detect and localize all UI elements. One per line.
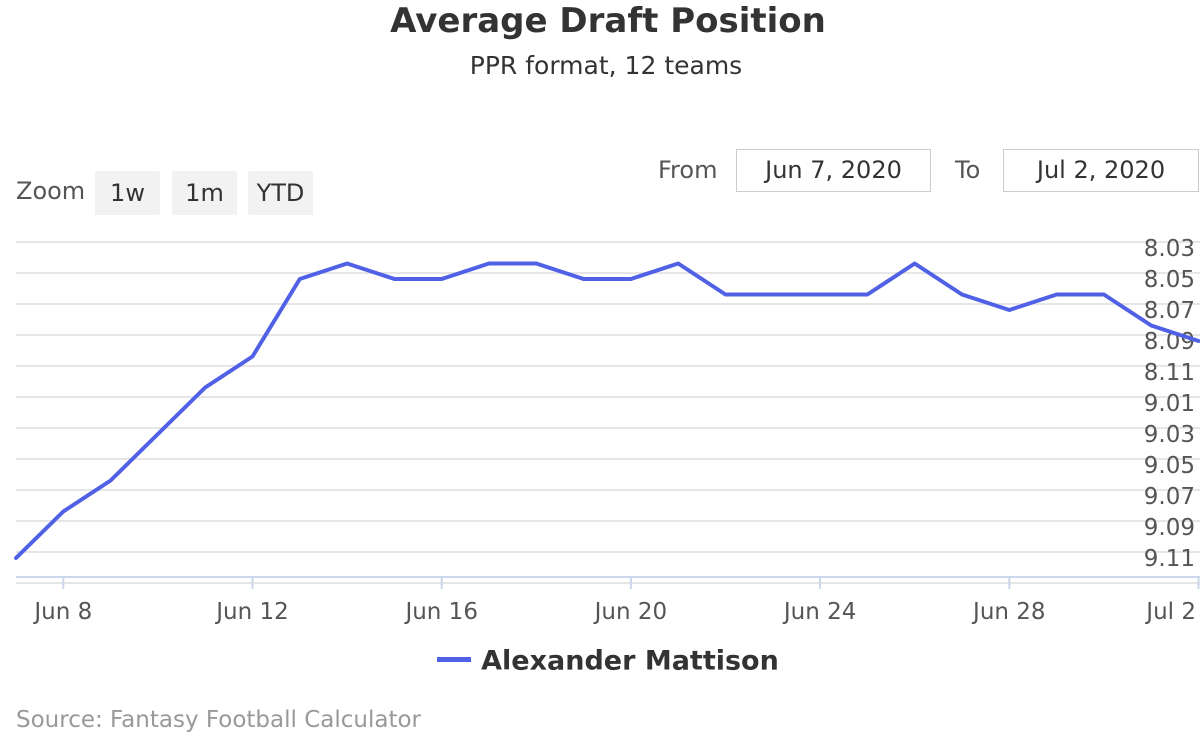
y-tick-label: 9.11 xyxy=(1144,546,1195,572)
to-date-input[interactable]: Jul 2, 2020 xyxy=(1003,149,1199,192)
y-tick-label: 9.03 xyxy=(1144,422,1195,448)
y-tick-label: 8.03 xyxy=(1144,236,1195,262)
x-tick-label: Jul 2 xyxy=(1144,599,1196,625)
chart-title: Average Draft Position xyxy=(390,1,826,41)
y-tick-label: 9.01 xyxy=(1144,391,1195,417)
from-label: From xyxy=(658,156,718,184)
to-label: To xyxy=(955,156,981,184)
zoom-label: Zoom xyxy=(16,177,86,205)
from-date-input[interactable]: Jun 7, 2020 xyxy=(736,149,931,192)
zoom-ytd-button[interactable]: YTD xyxy=(248,171,313,215)
x-tick-label: Jun 12 xyxy=(214,599,289,625)
y-tick-label: 9.07 xyxy=(1144,484,1195,510)
zoom-1m-button[interactable]: 1m xyxy=(172,171,237,215)
x-tick-label: Jun 16 xyxy=(403,599,478,625)
legend-label: Alexander Mattison xyxy=(481,645,779,677)
credits[interactable]: Source: Fantasy Football Calculator xyxy=(16,707,422,733)
x-tick-label: Jun 8 xyxy=(32,599,92,625)
chart-subtitle: PPR format, 12 teams xyxy=(469,51,743,80)
y-tick-label: 9.09 xyxy=(1144,515,1195,541)
y-tick-label: 8.05 xyxy=(1144,267,1195,293)
y-tick-label: 9.05 xyxy=(1144,453,1195,479)
series-line xyxy=(14,261,1200,560)
legend[interactable]: Alexander Mattison xyxy=(0,643,1200,680)
y-tick-label: 8.07 xyxy=(1144,298,1195,324)
y-tick-label: 8.11 xyxy=(1144,360,1195,386)
legend-line-symbol xyxy=(437,657,472,662)
x-tick-label: Jun 28 xyxy=(971,599,1046,625)
x-tick-label: Jun 20 xyxy=(593,599,668,625)
plot-area: 8.038.058.078.098.119.019.039.059.079.09… xyxy=(14,236,1200,625)
zoom-1w-button[interactable]: 1w xyxy=(95,171,160,215)
x-tick-label: Jun 24 xyxy=(782,599,857,625)
